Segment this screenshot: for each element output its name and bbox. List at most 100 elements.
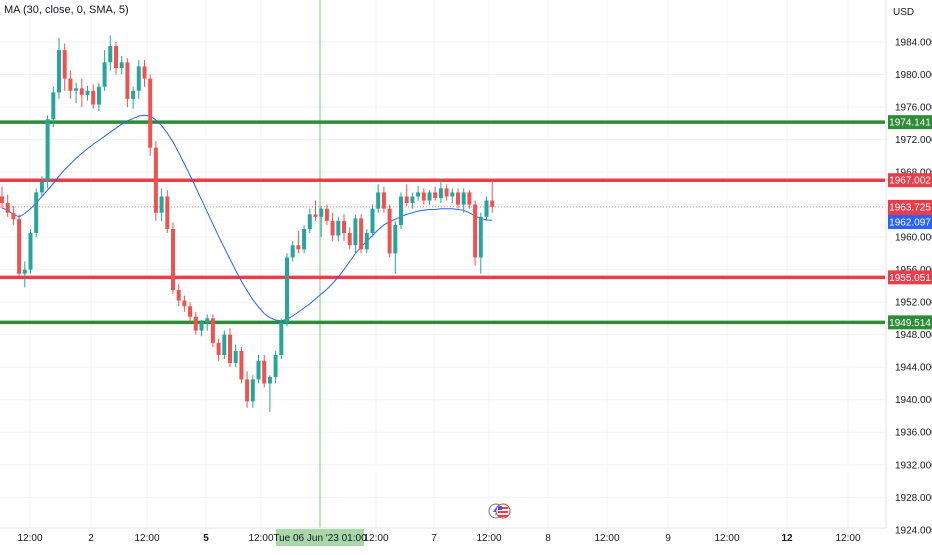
candle-body	[296, 245, 301, 250]
level-badge[interactable]	[888, 115, 932, 130]
candle	[273, 350, 278, 384]
candle	[114, 42, 118, 75]
candle-body	[256, 360, 261, 380]
candle-body	[393, 224, 398, 254]
x-tick-label: 12:00	[476, 533, 501, 544]
candle-body	[199, 322, 204, 331]
candle	[438, 178, 443, 203]
candle-body	[427, 192, 432, 201]
candle	[467, 189, 472, 209]
x-tick-label: 12:00	[363, 533, 388, 544]
candle	[302, 224, 307, 254]
y-tick-label: 1952.000	[895, 298, 932, 309]
candle	[484, 196, 489, 221]
candle-body	[416, 192, 421, 197]
candle-body	[45, 119, 50, 182]
flag-stripe-icon	[498, 515, 508, 517]
candle-body	[478, 216, 483, 258]
time-axis-bg	[0, 528, 932, 550]
candle	[444, 184, 449, 201]
candle	[199, 320, 204, 337]
candle-body	[210, 318, 215, 343]
candle	[182, 295, 187, 312]
candle-body	[108, 46, 113, 63]
candle	[399, 192, 403, 229]
candle	[216, 338, 221, 361]
candle-body	[290, 245, 295, 258]
candle-body	[410, 196, 415, 203]
grid	[0, 0, 885, 531]
candle-body	[387, 208, 392, 254]
x-tick-label: 12:00	[594, 533, 619, 544]
candle-body	[142, 66, 147, 79]
level-badge[interactable]	[888, 270, 932, 285]
candle	[376, 184, 381, 213]
candle	[421, 188, 426, 205]
event-icons[interactable]	[488, 503, 511, 519]
candle-body	[136, 66, 141, 91]
candle-body	[68, 78, 73, 91]
candle-body	[342, 220, 346, 234]
candle	[456, 188, 460, 209]
candle-body	[216, 342, 221, 356]
candle-body	[125, 62, 130, 99]
candle	[370, 204, 375, 238]
level-badge-label: 1955.051	[889, 273, 931, 284]
candle	[239, 346, 244, 384]
candle-body	[96, 86, 101, 105]
level-badge[interactable]	[888, 173, 932, 188]
currency-label[interactable]: USD	[893, 7, 915, 18]
candle	[262, 355, 267, 388]
candle-body	[359, 218, 364, 250]
candle	[427, 189, 432, 205]
candle-body	[79, 88, 84, 95]
candle	[131, 86, 136, 109]
candle-body	[273, 355, 278, 377]
candle-body	[353, 218, 358, 246]
candle	[336, 216, 341, 242]
candle	[404, 184, 409, 207]
y-tick-label: 1948.000	[895, 330, 932, 341]
x-tick-label: 12:00	[835, 533, 860, 544]
candle	[461, 188, 466, 213]
candle-body	[153, 147, 158, 213]
candle-body	[85, 90, 90, 95]
candle	[250, 375, 255, 408]
candle-body	[336, 220, 341, 236]
candle-body	[34, 192, 39, 234]
candle	[319, 206, 324, 238]
candle	[102, 50, 107, 91]
candle-body	[279, 322, 284, 356]
candle	[153, 141, 158, 221]
candle-body	[131, 90, 136, 99]
candle-body	[119, 62, 124, 69]
candle-body	[421, 192, 426, 201]
candle	[193, 311, 198, 335]
crosshair-time-badge	[276, 529, 364, 546]
candle-body	[467, 192, 472, 205]
candle-body	[51, 92, 56, 120]
y-tick-label: 1972.000	[895, 135, 932, 146]
candle	[290, 241, 295, 262]
candle-body	[39, 181, 44, 193]
candle-body	[450, 192, 455, 197]
candle-body	[62, 50, 67, 79]
candle	[136, 59, 141, 99]
candle-body	[347, 233, 352, 246]
candle	[245, 371, 250, 408]
indicator-label[interactable]: MA (30, close, 0, SMA, 5)	[4, 4, 129, 16]
candle	[68, 70, 73, 99]
candle-body	[102, 62, 107, 87]
candle	[22, 261, 27, 288]
level-badge[interactable]	[888, 315, 932, 330]
axis-badges: Tue 06 Jun '23 01:00 1974.141 1967.002 1955…	[273, 115, 932, 546]
candle	[416, 185, 421, 201]
candle	[285, 253, 289, 327]
candle-body	[461, 192, 466, 205]
candle	[222, 330, 227, 360]
candle	[342, 214, 346, 242]
candle-body	[28, 233, 33, 270]
